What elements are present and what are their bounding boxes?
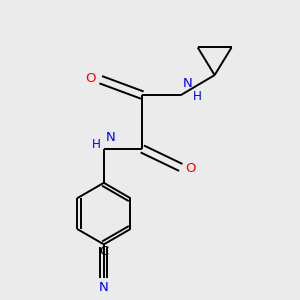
Text: N: N xyxy=(105,131,115,144)
Text: N: N xyxy=(99,281,109,294)
Text: O: O xyxy=(85,72,96,85)
Text: H: H xyxy=(92,138,101,151)
Text: O: O xyxy=(185,163,196,176)
Text: C: C xyxy=(99,245,109,258)
Text: H: H xyxy=(193,90,202,103)
Text: N: N xyxy=(182,77,192,91)
